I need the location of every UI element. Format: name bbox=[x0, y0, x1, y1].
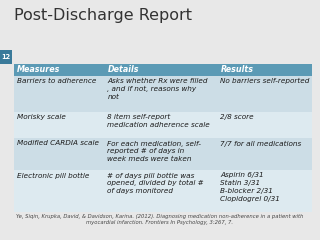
Text: 2/8 score: 2/8 score bbox=[220, 114, 254, 120]
Bar bbox=[14, 112, 312, 138]
Text: Asks whether Rx were filled
, and if not, reasons why
not: Asks whether Rx were filled , and if not… bbox=[108, 78, 208, 100]
Bar bbox=[14, 138, 312, 170]
Text: Morisky scale: Morisky scale bbox=[17, 114, 66, 120]
Text: Electronic pill bottle: Electronic pill bottle bbox=[17, 172, 89, 179]
Bar bbox=[14, 76, 312, 112]
Text: 12: 12 bbox=[2, 54, 11, 60]
Text: Barriers to adherence: Barriers to adherence bbox=[17, 78, 96, 84]
Text: Results: Results bbox=[221, 65, 254, 74]
Text: Measures: Measures bbox=[17, 65, 60, 74]
Text: Post-Discharge Report: Post-Discharge Report bbox=[14, 8, 192, 24]
Bar bbox=[0, 50, 12, 64]
Text: Aspirin 6/31
Statin 3/31
B-blocker 2/31
Clopidogrel 0/31: Aspirin 6/31 Statin 3/31 B-blocker 2/31 … bbox=[220, 172, 280, 202]
Text: For each medication, self-
reported # of days in
week meds were taken: For each medication, self- reported # of… bbox=[108, 140, 201, 162]
Text: Modified CARDIA scale: Modified CARDIA scale bbox=[17, 140, 99, 146]
Text: 8 item self-report
medication adherence scale: 8 item self-report medication adherence … bbox=[108, 114, 210, 128]
Text: No barriers self-reported: No barriers self-reported bbox=[220, 78, 310, 84]
Text: Details: Details bbox=[108, 65, 139, 74]
Text: Ye, Siqin, Krupka, David, & Davidson, Karina. (2012). Diagnosing medication non-: Ye, Siqin, Krupka, David, & Davidson, Ka… bbox=[16, 214, 304, 225]
Text: 7/7 for all medications: 7/7 for all medications bbox=[220, 140, 302, 146]
Bar bbox=[14, 170, 312, 212]
Bar bbox=[14, 64, 312, 76]
Text: # of days pill bottle was
opened, divided by total #
of days monitored: # of days pill bottle was opened, divide… bbox=[108, 172, 204, 194]
